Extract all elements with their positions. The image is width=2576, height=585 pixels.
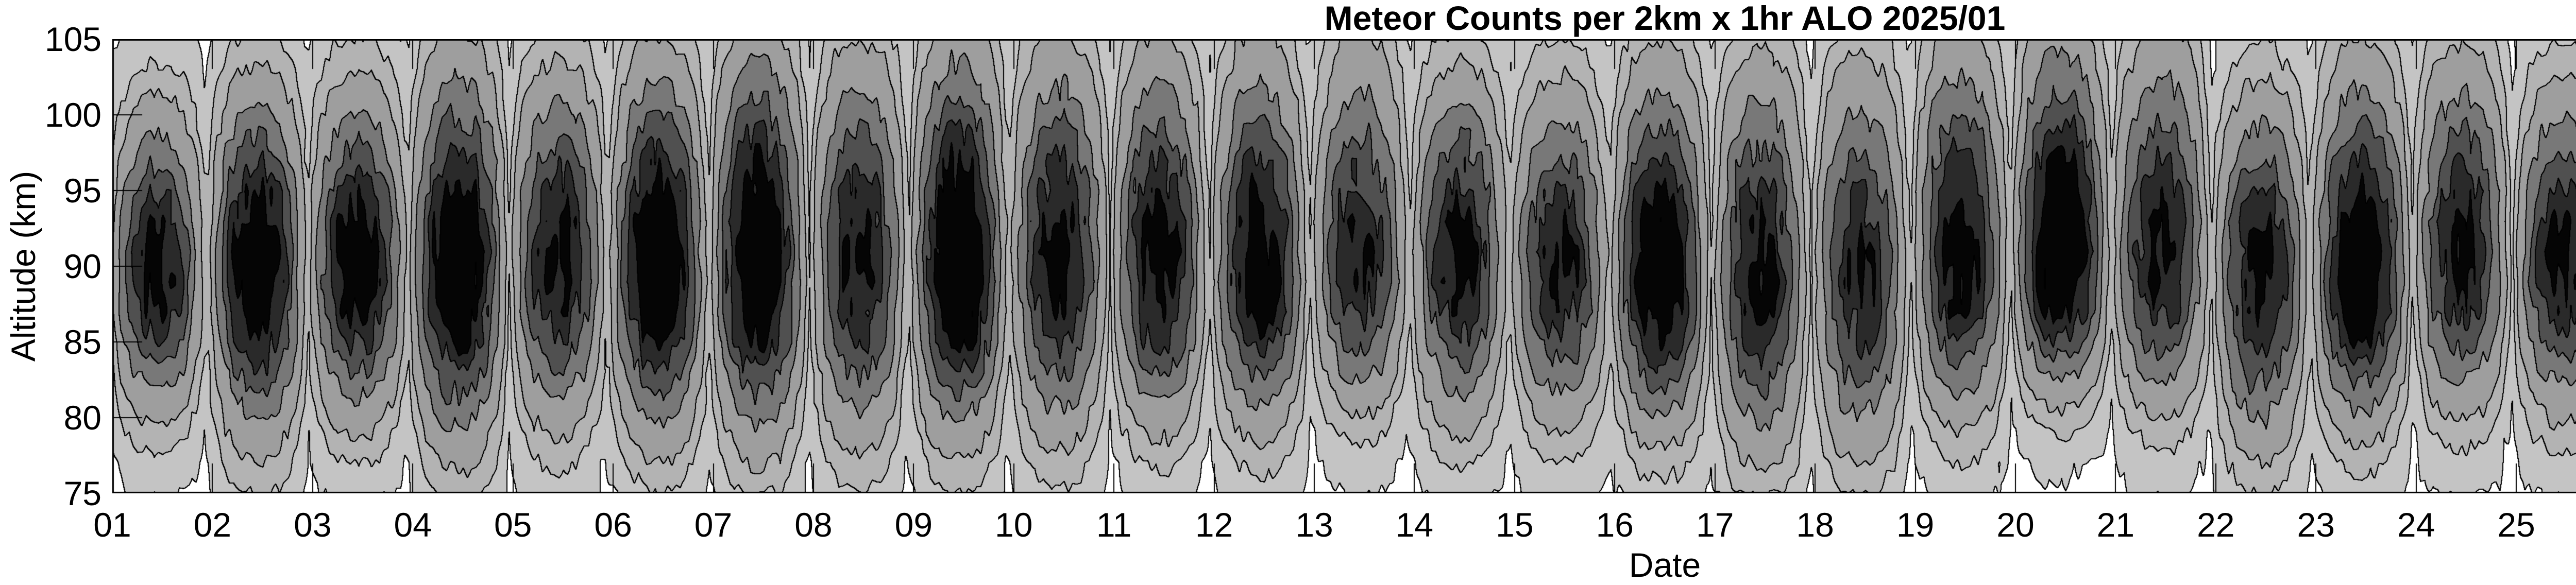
x-tick-label: 16 bbox=[1596, 506, 1634, 544]
y-tick-label: 85 bbox=[63, 323, 101, 361]
x-tick-label: 21 bbox=[2096, 506, 2135, 544]
x-tick-label: 02 bbox=[193, 506, 232, 544]
y-tick-label: 90 bbox=[63, 247, 101, 285]
y-tick-label: 95 bbox=[63, 171, 101, 210]
x-tick-label: 05 bbox=[494, 506, 532, 544]
y-tick-label: 80 bbox=[63, 399, 101, 437]
x-tick-label: 23 bbox=[2297, 506, 2335, 544]
x-tick-label: 25 bbox=[2497, 506, 2535, 544]
x-tick-label: 14 bbox=[1395, 506, 1434, 544]
x-tick-label: 06 bbox=[594, 506, 632, 544]
x-tick-label: 17 bbox=[1696, 506, 1734, 544]
x-tick-label: 22 bbox=[2197, 506, 2235, 544]
chart-title: Meteor Counts per 2km x 1hr ALO 2025/01 bbox=[1324, 0, 2006, 37]
x-tick-label: 07 bbox=[694, 506, 733, 544]
x-tick-label: 10 bbox=[995, 506, 1033, 544]
y-tick-label: 105 bbox=[44, 20, 101, 58]
y-tick-label: 75 bbox=[63, 474, 101, 512]
x-tick-label: 03 bbox=[294, 506, 332, 544]
x-tick-label: 01 bbox=[93, 506, 131, 544]
x-tick-label: 13 bbox=[1295, 506, 1333, 544]
x-tick-label: 04 bbox=[394, 506, 432, 544]
x-tick-label: 15 bbox=[1496, 506, 1534, 544]
x-tick-label: 09 bbox=[894, 506, 933, 544]
x-tick-label: 08 bbox=[794, 506, 833, 544]
x-tick-label: 12 bbox=[1195, 506, 1233, 544]
y-tick-label: 100 bbox=[44, 96, 101, 134]
x-tick-label: 20 bbox=[1996, 506, 2035, 544]
contour-plot-canvas bbox=[112, 39, 2576, 493]
x-axis-label: Date bbox=[1629, 546, 1701, 584]
x-tick-label: 24 bbox=[2397, 506, 2435, 544]
x-tick-label: 11 bbox=[1096, 506, 1132, 544]
x-tick-label: 19 bbox=[1896, 506, 1935, 544]
x-tick-label: 18 bbox=[1796, 506, 1834, 544]
